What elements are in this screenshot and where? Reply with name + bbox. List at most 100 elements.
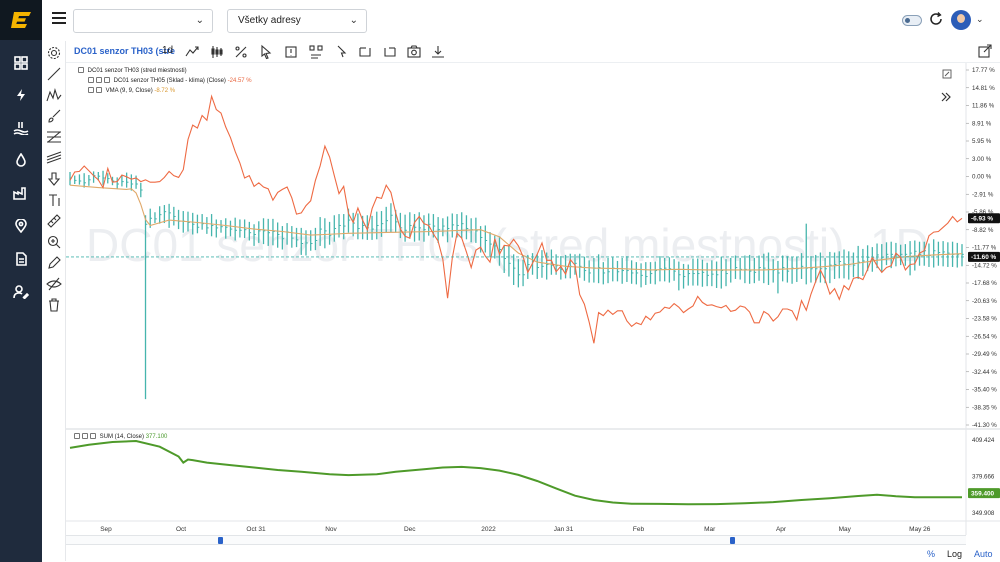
y-tick-label: 8.91 % xyxy=(972,120,992,127)
x-tick-label: Sep xyxy=(100,526,112,533)
x-tick-label: Dec xyxy=(404,526,416,533)
y-tick-label: 3.00 % xyxy=(972,156,992,163)
replay-icon[interactable] xyxy=(308,44,324,60)
water-icon[interactable] xyxy=(0,145,42,175)
percent-scale-button[interactable]: % xyxy=(927,549,936,559)
x-tick-label: May xyxy=(839,526,852,533)
pencil-icon[interactable] xyxy=(46,255,62,271)
snapshot-icon[interactable] xyxy=(406,44,422,60)
settings-icon[interactable] xyxy=(96,77,102,83)
settings-icon[interactable] xyxy=(46,45,62,61)
channel-icon[interactable] xyxy=(46,150,62,166)
device-select[interactable]: ⌄ xyxy=(73,9,213,33)
x-tick-label: Nov xyxy=(325,526,337,533)
restore-icon[interactable] xyxy=(942,69,952,79)
auto-scale-button[interactable]: Auto xyxy=(974,549,993,559)
legend-main: DC01 senzor TH03 (stred miestnosti) xyxy=(78,67,187,74)
select-icon[interactable] xyxy=(333,44,349,60)
heating-icon[interactable] xyxy=(0,113,42,143)
menu-icon[interactable] xyxy=(52,12,66,26)
arrow-down-icon[interactable] xyxy=(46,171,62,187)
scroll-handle-right[interactable] xyxy=(730,537,735,544)
compare-line xyxy=(69,94,963,344)
visibility-icon[interactable] xyxy=(88,77,94,83)
top-bar: ⌄ Všetky adresy ⌄ ⌄ xyxy=(42,0,1000,40)
alert-icon[interactable] xyxy=(283,44,299,60)
compare-last-label-bg xyxy=(968,213,1000,224)
fib-icon[interactable] xyxy=(46,129,62,145)
user-settings-icon[interactable] xyxy=(0,277,42,307)
sum-y-tick-label: 409.424 xyxy=(972,437,995,444)
compare-icon[interactable] xyxy=(184,44,200,60)
trash-icon[interactable] xyxy=(46,297,62,313)
symbol-label[interactable]: DC01 senzor TH03 (stre xyxy=(74,46,176,56)
y-tick-label: 11.86 % xyxy=(972,103,995,110)
last-price-label: -11.60 % xyxy=(971,254,997,261)
collapse-icon[interactable] xyxy=(78,67,84,73)
sum-y-tick-label: 349.908 xyxy=(972,510,995,517)
logo-icon xyxy=(11,12,31,28)
fullscreen-icon[interactable] xyxy=(978,44,992,58)
settings-icon[interactable] xyxy=(82,433,88,439)
y-tick-label: -29.49 % xyxy=(972,351,997,358)
trend-line-icon[interactable] xyxy=(46,66,62,82)
factory-icon[interactable] xyxy=(0,178,42,208)
y-tick-label: -11.77 % xyxy=(972,245,997,252)
legend-vma-title: VMA (9, 9, Close) xyxy=(105,88,153,94)
chart-watermark: DC01 senzor TH03 (stred miestnosti), 1D xyxy=(86,219,929,271)
close-icon[interactable] xyxy=(104,77,110,83)
scroll-handle-left[interactable] xyxy=(218,537,223,544)
refresh-icon[interactable] xyxy=(929,12,943,26)
download-icon[interactable] xyxy=(430,44,446,60)
y-tick-label: -35.40 % xyxy=(972,387,997,394)
y-tick-label: 14.81 % xyxy=(972,85,995,92)
y-tick-label: -17.68 % xyxy=(972,280,997,287)
log-scale-button[interactable]: Log xyxy=(947,549,963,559)
document-icon[interactable] xyxy=(0,244,42,274)
zoom-in-icon[interactable] xyxy=(46,234,62,250)
compare-last-label: -6.93 % xyxy=(971,216,993,223)
x-tick-label: 2022 xyxy=(481,526,496,533)
visibility-icon[interactable] xyxy=(88,87,94,93)
indicators-icon[interactable] xyxy=(233,44,249,60)
legend-vma-value: -8.72 % xyxy=(154,88,176,94)
legend-main-title: DC01 senzor TH03 (stred miestnosti) xyxy=(87,68,187,74)
cursor-icon[interactable] xyxy=(258,44,274,60)
visibility-icon[interactable] xyxy=(74,433,80,439)
sum-line xyxy=(69,439,962,506)
chart-area[interactable]: DC01 senzor TH03 (stred miestnosti), 1D … xyxy=(66,63,1000,540)
redo-icon[interactable] xyxy=(382,44,398,60)
theme-toggle[interactable] xyxy=(902,15,922,26)
pattern-icon[interactable] xyxy=(46,87,62,103)
y-tick-label: -32.44 % xyxy=(972,369,997,376)
x-tick-label: May 26 xyxy=(909,526,931,533)
energy-icon[interactable] xyxy=(0,80,42,110)
x-tick-label: Apr xyxy=(776,526,787,533)
candles-icon[interactable] xyxy=(209,44,225,60)
text-icon[interactable] xyxy=(46,192,62,208)
chevron-down-icon[interactable]: ⌄ xyxy=(976,14,984,24)
legend-sum-value: 377.100 xyxy=(145,434,168,440)
location-icon[interactable] xyxy=(0,211,42,241)
hide-icon[interactable] xyxy=(46,276,62,292)
y-tick-label: 5.95 % xyxy=(972,138,992,145)
y-tick-label: -23.58 % xyxy=(972,316,997,323)
y-tick-label: -5.86 % xyxy=(972,209,994,216)
interval-button[interactable]: 1d xyxy=(162,45,174,56)
undo-icon[interactable] xyxy=(357,44,373,60)
time-scrollbar[interactable] xyxy=(66,535,966,545)
settings-icon[interactable] xyxy=(96,87,102,93)
close-icon[interactable] xyxy=(90,433,96,439)
price-chart[interactable]: DC01 senzor TH03 (stred miestnosti), 1D … xyxy=(66,63,1000,535)
address-select[interactable]: Všetky adresy ⌄ xyxy=(227,9,367,33)
avatar[interactable] xyxy=(951,10,971,30)
legend-vma: VMA (9, 9, Close) -8.72 % xyxy=(88,87,175,94)
app-logo[interactable] xyxy=(0,0,42,40)
dashboard-icon[interactable] xyxy=(0,48,42,78)
ruler-icon[interactable] xyxy=(46,213,62,229)
x-tick-label: Jan 31 xyxy=(554,526,574,533)
expand-panel-icon[interactable] xyxy=(940,91,952,103)
y-tick-label: -8.82 % xyxy=(972,227,994,234)
brush-icon[interactable] xyxy=(46,108,62,124)
